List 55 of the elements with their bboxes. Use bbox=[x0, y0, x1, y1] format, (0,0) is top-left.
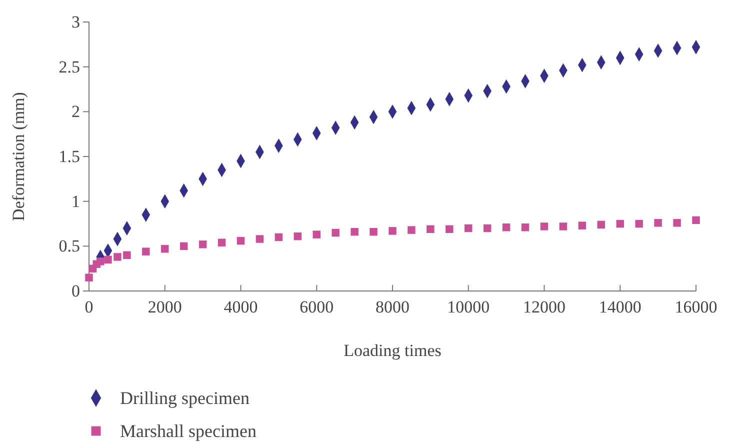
legend-label: Drilling specimen bbox=[120, 388, 250, 408]
x-axis-title: Loading times bbox=[344, 341, 442, 360]
point bbox=[332, 228, 340, 237]
x-tick-label: 8000 bbox=[376, 298, 410, 317]
point bbox=[597, 220, 606, 229]
x-tick-label: 6000 bbox=[300, 298, 334, 317]
y-tick-label: 0.5 bbox=[58, 236, 80, 256]
legend-label: Marshall specimen bbox=[120, 421, 256, 441]
point bbox=[96, 258, 104, 266]
y-tick-label: 3 bbox=[72, 12, 80, 32]
point bbox=[483, 224, 492, 232]
y-tick-label: 1 bbox=[72, 192, 80, 211]
point bbox=[218, 238, 226, 246]
point bbox=[370, 228, 378, 236]
point bbox=[635, 220, 643, 228]
y-tick-label: 1.5 bbox=[58, 146, 80, 166]
point bbox=[256, 235, 264, 243]
point bbox=[104, 256, 112, 264]
x-tick-label: 10000 bbox=[447, 298, 490, 317]
point bbox=[426, 225, 434, 234]
point bbox=[142, 248, 150, 256]
x-tick-label: 14000 bbox=[598, 298, 642, 317]
x-tick-label: 16000 bbox=[674, 298, 718, 317]
x-tick-label: 0 bbox=[84, 298, 94, 317]
point bbox=[502, 223, 510, 232]
point bbox=[692, 216, 700, 224]
point bbox=[85, 274, 93, 282]
point bbox=[464, 224, 472, 232]
y-axis-title: Deformation (mm) bbox=[9, 92, 28, 221]
point bbox=[236, 236, 245, 245]
point bbox=[521, 223, 530, 232]
point bbox=[616, 220, 624, 228]
point bbox=[654, 218, 662, 227]
point bbox=[446, 225, 454, 234]
point bbox=[294, 232, 302, 240]
point bbox=[161, 244, 169, 253]
point bbox=[350, 228, 358, 236]
point bbox=[578, 222, 586, 230]
x-tick-label: 4000 bbox=[224, 298, 258, 317]
point bbox=[540, 222, 548, 230]
point bbox=[274, 233, 283, 242]
point bbox=[408, 226, 416, 234]
point bbox=[114, 253, 122, 261]
point bbox=[198, 240, 207, 248]
x-tick-label: 2000 bbox=[148, 298, 182, 317]
y-tick-label: 2.5 bbox=[58, 57, 80, 76]
point bbox=[559, 222, 568, 230]
y-tick-label: 2 bbox=[72, 102, 80, 122]
point bbox=[388, 227, 396, 235]
point bbox=[312, 230, 320, 238]
y-tick-label: 0 bbox=[72, 281, 80, 300]
x-tick-label: 12000 bbox=[523, 298, 566, 317]
point bbox=[180, 242, 188, 250]
point bbox=[673, 218, 681, 227]
point bbox=[123, 251, 131, 260]
